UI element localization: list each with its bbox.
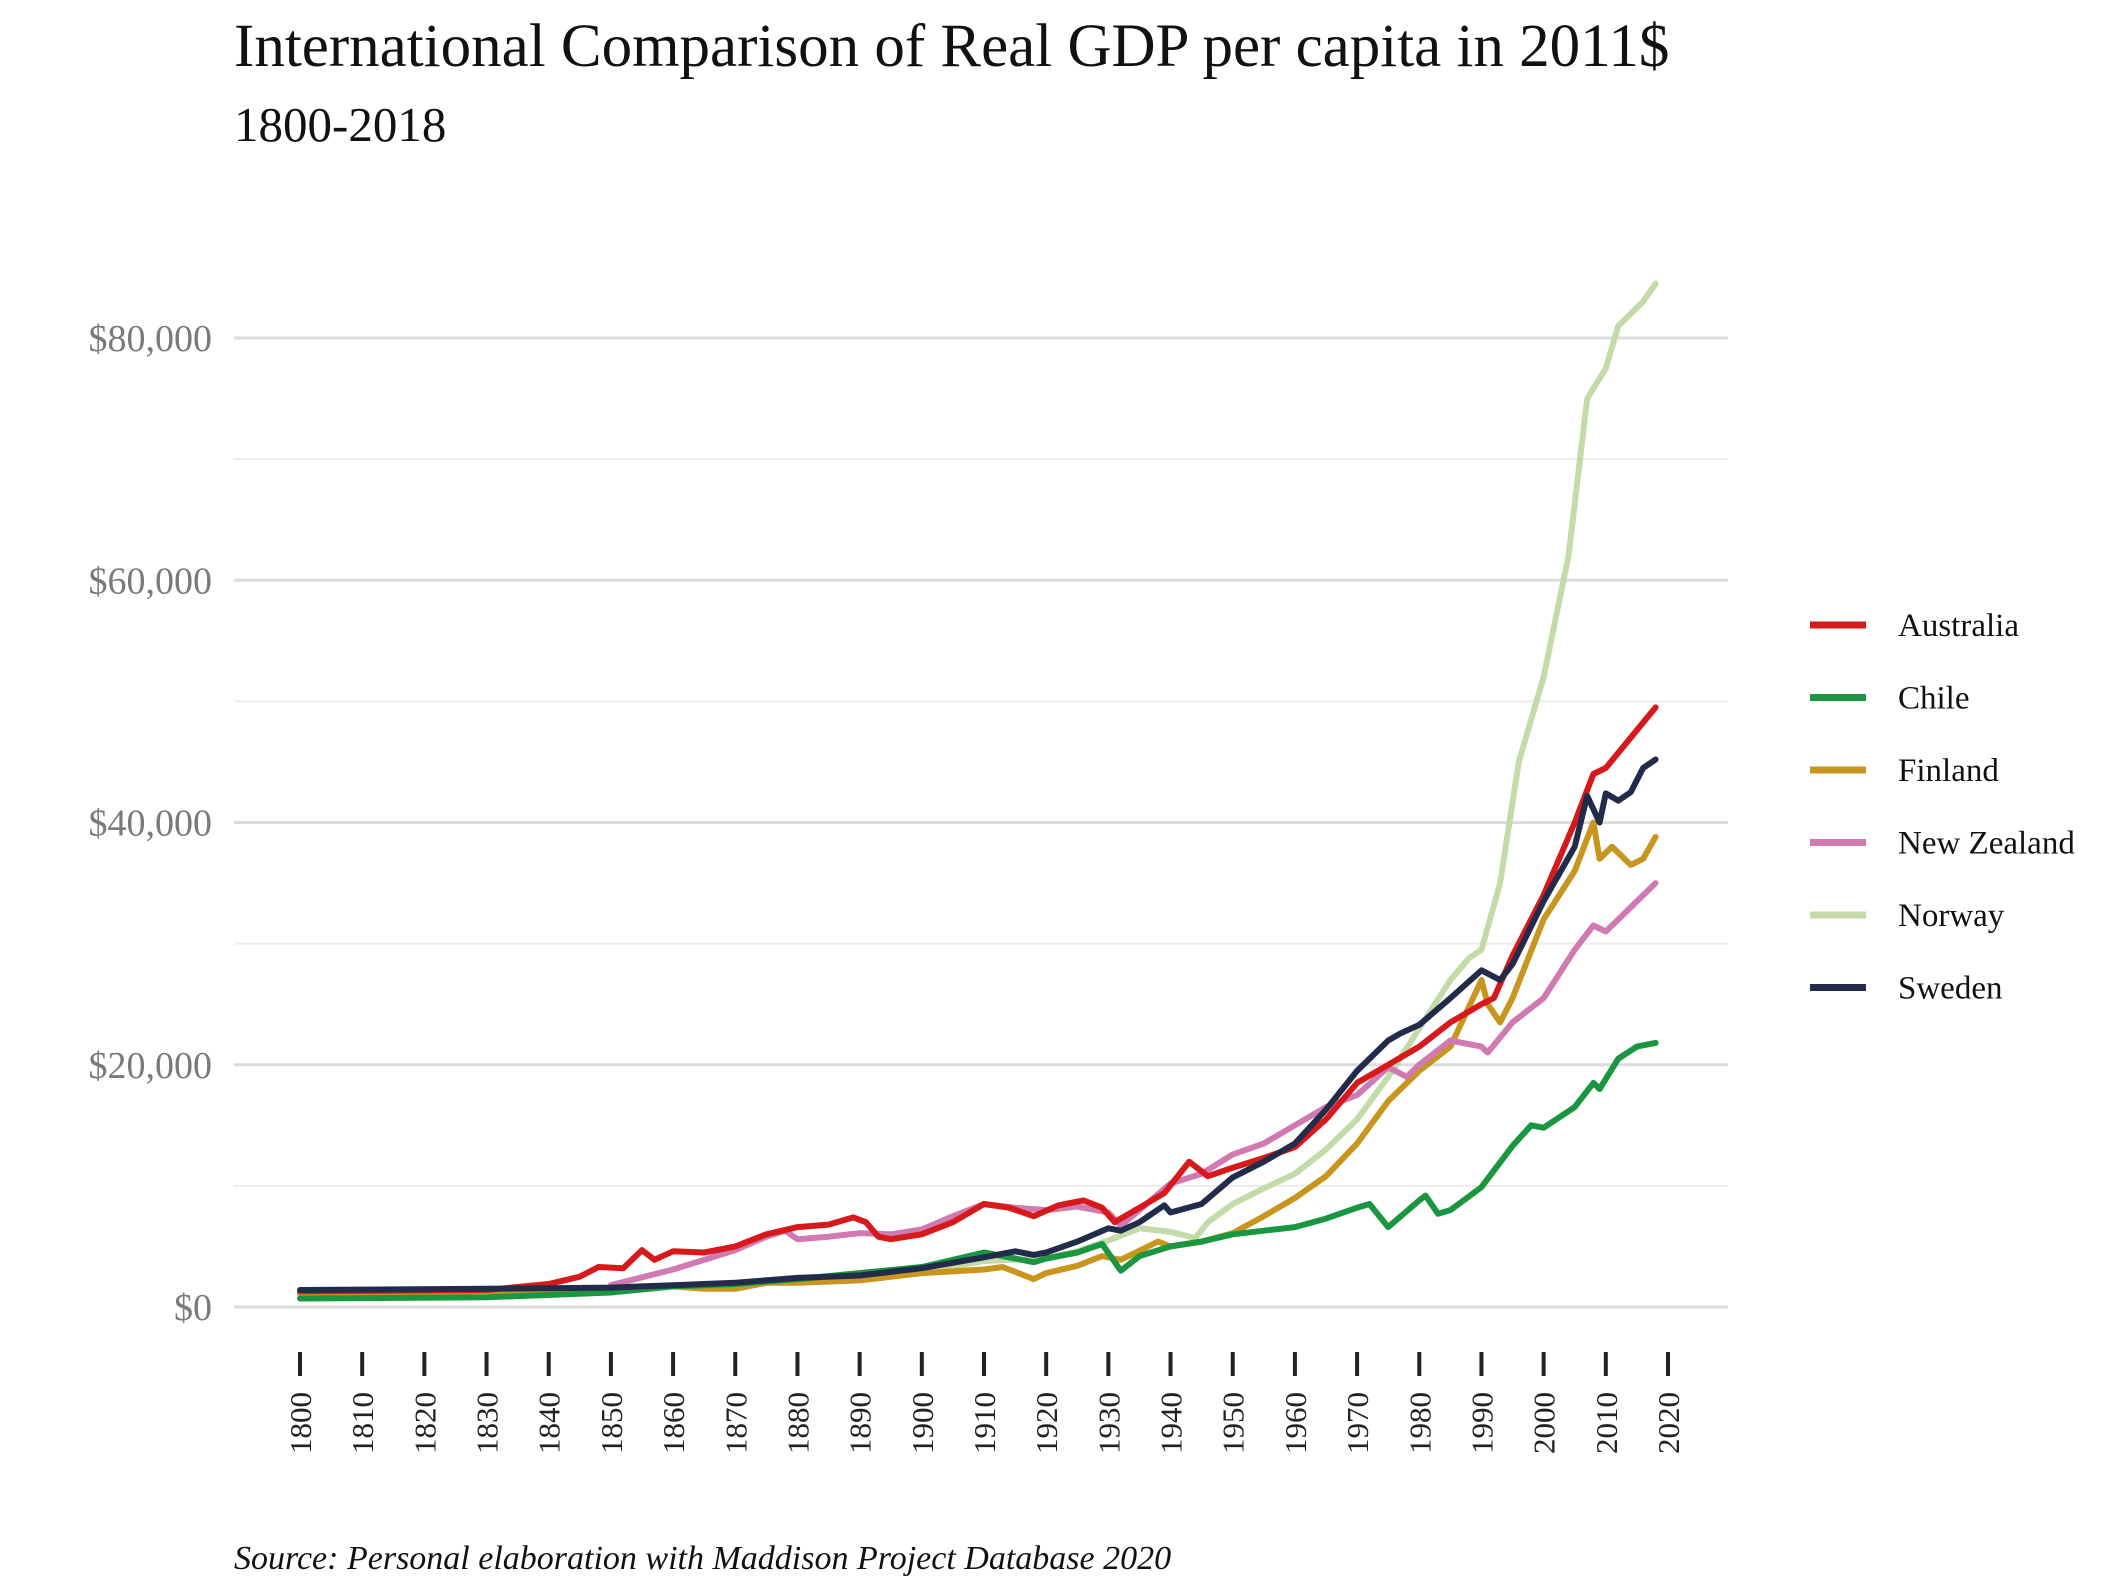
x-tick-label: 2020 bbox=[1651, 1392, 1686, 1454]
gridlines bbox=[234, 336, 1728, 1309]
x-tick-label: 1850 bbox=[594, 1392, 629, 1454]
x-tick-label: 1930 bbox=[1091, 1392, 1126, 1454]
x-tick-label: 1980 bbox=[1402, 1392, 1437, 1454]
legend: Australia Chile Finland New Zealand Norway Sw… bbox=[1810, 608, 2075, 1007]
source-note: Source: Personal elaboration with Maddis… bbox=[234, 1540, 1172, 1577]
chart-title: International Comparison of Real GDP per… bbox=[234, 13, 1670, 80]
series-line-australia bbox=[297, 704, 1659, 1295]
series-line-new-zealand bbox=[607, 880, 1659, 1289]
x-tick-label: 1900 bbox=[905, 1392, 940, 1454]
y-tick-label: $20,000 bbox=[89, 1045, 213, 1087]
legend-label: New Zealand bbox=[1898, 826, 2075, 862]
legend-label: Norway bbox=[1898, 898, 2005, 934]
y-axis: $0 $20,000 $40,000 $60,000 $80,000 bbox=[89, 318, 213, 1329]
series-line-norway bbox=[297, 280, 1659, 1296]
x-tick-label: 1940 bbox=[1154, 1392, 1189, 1454]
x-tick-label: 1960 bbox=[1278, 1392, 1313, 1454]
x-axis: 1800 1810 1820 1830 1840 1850 1860 1870 1880 1890… bbox=[283, 1352, 1686, 1454]
x-tick-label: 1840 bbox=[532, 1392, 567, 1454]
legend-label: Chile bbox=[1898, 681, 1970, 717]
x-tick-label: 1870 bbox=[718, 1392, 753, 1454]
legend-label: Australia bbox=[1898, 608, 2019, 644]
x-tick-label: 2000 bbox=[1527, 1392, 1562, 1454]
x-tick-label: 1950 bbox=[1216, 1392, 1251, 1454]
series-lines bbox=[297, 280, 1659, 1302]
x-tick-label: 1820 bbox=[407, 1392, 442, 1454]
y-tick-label: $60,000 bbox=[89, 560, 213, 602]
x-tick-label: 1860 bbox=[656, 1392, 691, 1454]
x-tick-label: 1830 bbox=[470, 1392, 505, 1454]
x-tick-label: 2010 bbox=[1589, 1392, 1624, 1454]
y-tick-label: $80,000 bbox=[89, 318, 213, 360]
x-tick-label: 1800 bbox=[283, 1392, 318, 1454]
x-tick-label: 1810 bbox=[345, 1392, 380, 1454]
x-tick-label: 1880 bbox=[780, 1392, 815, 1454]
series-line-finland bbox=[297, 819, 1659, 1297]
y-tick-label: $0 bbox=[174, 1287, 212, 1329]
x-tick-label: 1970 bbox=[1340, 1392, 1375, 1454]
chart-subtitle: 1800-2018 bbox=[234, 97, 447, 152]
x-tick-label: 1990 bbox=[1464, 1392, 1499, 1454]
x-tick-label: 1920 bbox=[1029, 1392, 1064, 1454]
x-tick-label: 1890 bbox=[843, 1392, 878, 1454]
y-tick-label: $40,000 bbox=[89, 803, 213, 845]
legend-label: Finland bbox=[1898, 753, 1999, 789]
legend-label: Sweden bbox=[1898, 971, 2002, 1007]
series-line-sweden bbox=[297, 756, 1659, 1293]
x-tick-label: 1910 bbox=[967, 1392, 1002, 1454]
